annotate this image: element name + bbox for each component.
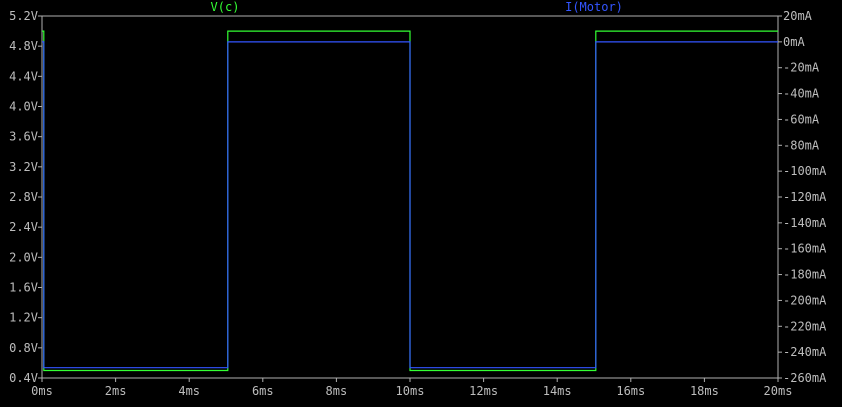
- series-line-imotor: [42, 41, 778, 369]
- right-tick-label: -180mA: [783, 268, 827, 282]
- right-tick-label: -40mA: [783, 87, 820, 101]
- x-tick-label: 4ms: [178, 384, 200, 398]
- x-tick-label: 10ms: [396, 384, 425, 398]
- left-tick-label: 2.8V: [9, 190, 38, 204]
- left-tick-label: 1.2V: [9, 311, 38, 325]
- right-tick-label: 20mA: [783, 9, 813, 23]
- x-tick-label: 12ms: [469, 384, 498, 398]
- x-tick-label: 18ms: [690, 384, 719, 398]
- left-tick-label: 4.4V: [9, 69, 38, 83]
- left-tick-label: 2.4V: [9, 220, 38, 234]
- right-tick-label: -120mA: [783, 190, 827, 204]
- right-tick-label: -260mA: [783, 371, 827, 385]
- right-tick-label: -220mA: [783, 319, 827, 333]
- left-tick-label: 3.6V: [9, 130, 38, 144]
- right-tick-label: -160mA: [783, 242, 827, 256]
- x-tick-label: 2ms: [105, 384, 127, 398]
- right-tick-label: 0mA: [783, 35, 805, 49]
- x-tick-label: 6ms: [252, 384, 274, 398]
- x-tick-label: 20ms: [764, 384, 793, 398]
- series-lines: [42, 30, 778, 372]
- left-tick-label: 0.4V: [9, 371, 38, 385]
- x-tick-label: 8ms: [326, 384, 348, 398]
- right-tick-label: -100mA: [783, 164, 827, 178]
- left-tick-label: 0.8V: [9, 341, 38, 355]
- left-tick-label: 5.2V: [9, 9, 38, 23]
- right-tick-label: -240mA: [783, 345, 827, 359]
- right-tick-label: -200mA: [783, 293, 827, 307]
- x-tick-label: 14ms: [543, 384, 572, 398]
- x-tick-label: 16ms: [616, 384, 645, 398]
- left-tick-label: 1.6V: [9, 281, 38, 295]
- right-tick-label: -140mA: [783, 216, 827, 230]
- right-tick-label: -60mA: [783, 112, 820, 126]
- left-axis-ticks: 0.4V 0.8V 1.2V 1.6V 2.0V 2.4V 2.8V 3.2V 3.6V 4.0V…: [9, 9, 42, 385]
- right-tick-label: -20mA: [783, 61, 820, 75]
- x-axis-ticks: 0ms 2ms 4ms 6ms 8ms 10ms 12ms 14ms 16ms 18ms 20ms: [31, 378, 792, 398]
- left-tick-label: 4.0V: [9, 100, 38, 114]
- x-tick-label: 0ms: [31, 384, 53, 398]
- legend-vc: V(c): [211, 0, 240, 14]
- legend-imotor: I(Motor): [565, 0, 623, 14]
- left-tick-label: 4.8V: [9, 39, 38, 53]
- left-tick-label: 3.2V: [9, 160, 38, 174]
- right-tick-label: -80mA: [783, 138, 820, 152]
- left-tick-label: 2.0V: [9, 250, 38, 264]
- right-axis-ticks: 20mA 0mA -20mA -40mA -60mA -80mA -100mA -120mA -…: [778, 9, 827, 385]
